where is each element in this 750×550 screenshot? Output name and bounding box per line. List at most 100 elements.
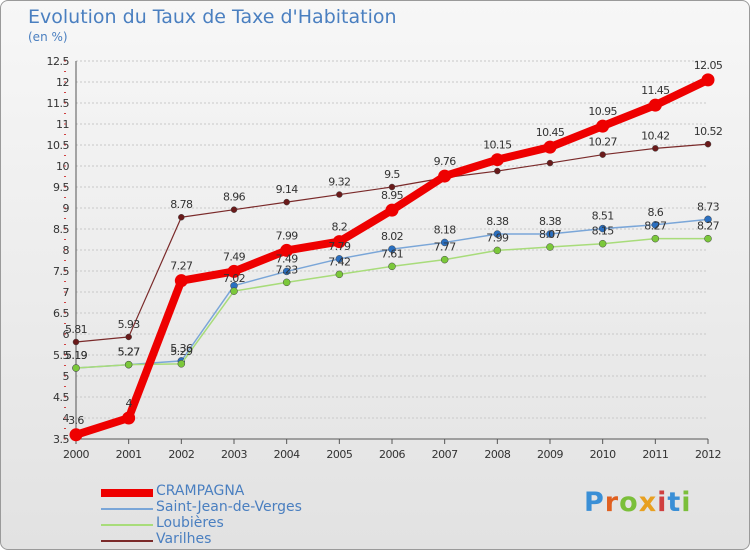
y-tick-label: 5 — [63, 370, 70, 383]
data-point — [388, 245, 396, 253]
data-label: 8.27 — [697, 220, 720, 233]
x-tick-label: 2001 — [116, 448, 142, 461]
legend-label: CRAMPAGNA — [156, 483, 245, 499]
data-point — [494, 167, 501, 175]
y-tick-label: 7.5 — [53, 265, 69, 278]
data-point — [177, 360, 186, 368]
data-label: 5.93 — [118, 318, 141, 331]
data-label: 7.77 — [434, 241, 457, 254]
data-point — [388, 262, 396, 271]
y-tick-label: 9 — [63, 202, 70, 215]
x-tick-label: 2009 — [537, 448, 563, 461]
y-tick-label: 3.5 — [53, 433, 69, 446]
y-tick-label: 7 — [63, 286, 70, 299]
logo-letter: P — [584, 487, 605, 518]
x-tick-label: 2010 — [590, 448, 616, 461]
data-point — [440, 255, 449, 264]
y-tick-label: 10.5 — [47, 139, 70, 152]
legend: CRAMPAGNA Saint-Jean-de-Verges Loubières Va… — [101, 483, 401, 549]
legend-label: Saint-Jean-de-Verges — [156, 499, 302, 515]
y-tick-label: 4.5 — [53, 391, 69, 404]
data-point — [651, 221, 660, 229]
data-label: 10.95 — [588, 105, 617, 118]
data-label: 8.2 — [331, 221, 347, 234]
data-label: 5.81 — [65, 323, 87, 336]
data-label: 10.15 — [483, 139, 512, 152]
data-point — [596, 119, 610, 133]
data-point — [440, 238, 449, 247]
data-point — [493, 246, 502, 255]
data-label: 8.15 — [592, 225, 615, 238]
x-tick-label: 2005 — [326, 448, 352, 461]
x-tick-label: 2008 — [484, 448, 510, 461]
logo-letter: o — [619, 487, 639, 518]
proxiti-logo: Proxiti — [584, 487, 692, 518]
data-point — [704, 215, 712, 224]
data-label: 7.79 — [328, 240, 351, 253]
data-label: 5.27 — [118, 346, 141, 359]
data-label: 8.73 — [697, 200, 720, 213]
data-label: 8.6 — [647, 206, 663, 219]
data-label: 10.52 — [694, 125, 723, 138]
data-label: 5.19 — [65, 349, 88, 362]
data-point — [493, 230, 502, 238]
legend-item: Saint-Jean-de-Verges — [101, 499, 401, 517]
data-label: 7.99 — [486, 231, 509, 244]
x-tick-label: 2011 — [642, 448, 668, 461]
logo-letter: i — [657, 487, 668, 518]
data-label: 10.42 — [641, 129, 670, 142]
data-label: 8.96 — [223, 191, 246, 204]
data-point — [335, 255, 344, 263]
y-tick-label: 9.5 — [53, 181, 69, 194]
data-point — [124, 360, 133, 369]
data-point — [227, 264, 241, 278]
data-label: 9.32 — [328, 176, 350, 189]
data-label: 8.02 — [381, 230, 403, 243]
data-label: 8.18 — [434, 223, 457, 236]
data-point — [69, 428, 83, 442]
data-point — [280, 243, 294, 257]
data-label: 9.76 — [434, 155, 457, 168]
logo-letter: r — [604, 487, 620, 518]
logo-letter: x — [638, 487, 658, 518]
data-point — [648, 98, 662, 112]
data-point — [704, 234, 712, 243]
y-tick-label: 11 — [56, 118, 69, 131]
chart-title: Evolution du Taux de Taxe d'Habitation — [28, 6, 397, 28]
legend-label: Varilhes — [156, 531, 212, 547]
data-label: 7.23 — [276, 263, 299, 276]
legend-swatch — [101, 508, 153, 510]
chart-subtitle: (en %) — [28, 30, 68, 44]
data-label: 8.38 — [486, 215, 509, 228]
x-tick-label: 2004 — [274, 448, 300, 461]
legend-item: Varilhes — [101, 531, 401, 549]
data-point — [72, 364, 80, 372]
data-point — [546, 230, 554, 238]
logo-letter: i — [681, 487, 692, 518]
data-label: 5.27 — [118, 346, 141, 359]
data-label: 10.45 — [536, 126, 565, 139]
data-label: 7.02 — [223, 272, 245, 285]
x-tick-label: 2000 — [63, 448, 89, 461]
data-label: 7.99 — [276, 229, 299, 242]
data-label: 7.61 — [381, 247, 403, 260]
data-point — [282, 267, 291, 276]
y-tick-label: 6 — [63, 328, 70, 341]
data-label: 8.38 — [539, 215, 562, 228]
data-point — [598, 239, 607, 248]
data-label: 8.78 — [170, 198, 193, 211]
legend-item: CRAMPAGNA — [101, 483, 401, 501]
data-point — [230, 206, 238, 213]
data-point — [490, 153, 504, 167]
legend-swatch — [101, 524, 153, 526]
y-tick-label: 4 — [63, 412, 70, 425]
data-label: 10.27 — [588, 136, 617, 149]
y-tick-label: 12.5 — [47, 55, 70, 68]
data-label: 7.49 — [223, 250, 246, 263]
x-tick-label: 2006 — [379, 448, 405, 461]
y-tick-label: 11.5 — [47, 97, 70, 110]
data-label: 11.45 — [641, 84, 670, 97]
data-point — [543, 140, 557, 154]
x-tick-label: 2003 — [221, 448, 247, 461]
